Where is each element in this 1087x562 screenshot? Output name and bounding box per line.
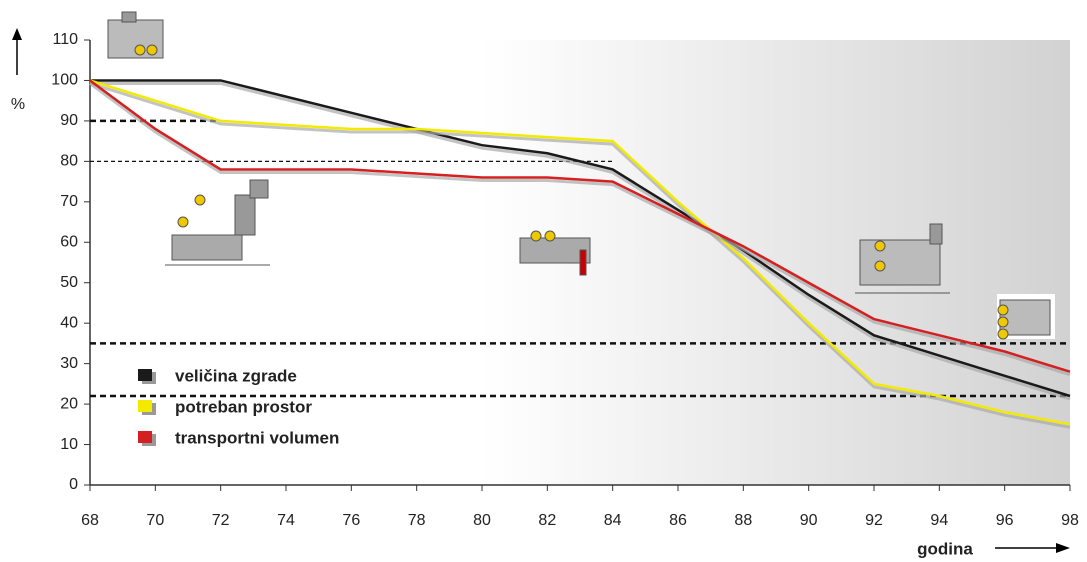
machine-icon — [519, 230, 591, 276]
x-tick-label: 70 — [146, 512, 164, 529]
y-tick-label: 10 — [60, 436, 78, 453]
x-tick-label: 82 — [538, 512, 556, 529]
legend-swatch — [138, 369, 152, 381]
x-tick-label: 74 — [277, 512, 295, 529]
x-tick-label: 68 — [81, 512, 99, 529]
y-tick-label: 0 — [69, 476, 78, 493]
x-tick-label: 86 — [669, 512, 687, 529]
x-tick-label: 76 — [342, 512, 360, 529]
series-line — [89, 79, 1071, 426]
x-tick-label: 88 — [734, 512, 752, 529]
legend-swatch — [138, 400, 152, 412]
y-arrow-head — [12, 28, 22, 40]
x-tick-label: 80 — [473, 512, 491, 529]
x-tick-label: 90 — [800, 512, 818, 529]
x-tick-label: 78 — [408, 512, 426, 529]
y-tick-label: 100 — [51, 72, 78, 89]
line-shadow — [89, 82, 1071, 429]
axes: % godina — [11, 28, 1070, 558]
legend-swatch — [138, 431, 152, 443]
machine-icon — [997, 294, 1055, 340]
machine-icons — [107, 11, 1055, 340]
x-axis-label: godina — [917, 539, 973, 558]
y-tick-label: 80 — [60, 153, 78, 170]
y-tick-label: 90 — [60, 112, 78, 129]
y-tick-label: 20 — [60, 395, 78, 412]
legend-label: potreban prostor — [175, 397, 312, 416]
y-tick-label: 110 — [52, 31, 78, 48]
legend-label: veličina zgrade — [175, 366, 297, 385]
line-shadow — [89, 82, 1071, 377]
y-tick-label: 60 — [60, 233, 78, 250]
machine-icon — [855, 223, 950, 294]
legend-box — [125, 355, 390, 460]
legend-label: transportni volumen — [175, 428, 339, 447]
y-axis-label: % — [11, 96, 25, 113]
x-tick-label: 94 — [930, 512, 948, 529]
y-tick-label: 50 — [60, 274, 78, 291]
x-tick-label: 96 — [996, 512, 1014, 529]
series-line — [89, 79, 1071, 373]
x-tick-label: 84 — [604, 512, 622, 529]
machine-icon — [165, 179, 270, 266]
x-tick-label: 98 — [1061, 512, 1079, 529]
line-shadow — [90, 81, 1071, 401]
x-tick-label: 92 — [865, 512, 883, 529]
y-tick-label: 70 — [60, 193, 78, 210]
y-tick-label: 40 — [60, 314, 78, 331]
series-line — [90, 79, 1071, 398]
x-arrow-head — [1056, 543, 1070, 553]
y-tick-label: 30 — [60, 355, 78, 372]
machine-icon — [107, 11, 164, 59]
x-tick-label: 72 — [212, 512, 230, 529]
